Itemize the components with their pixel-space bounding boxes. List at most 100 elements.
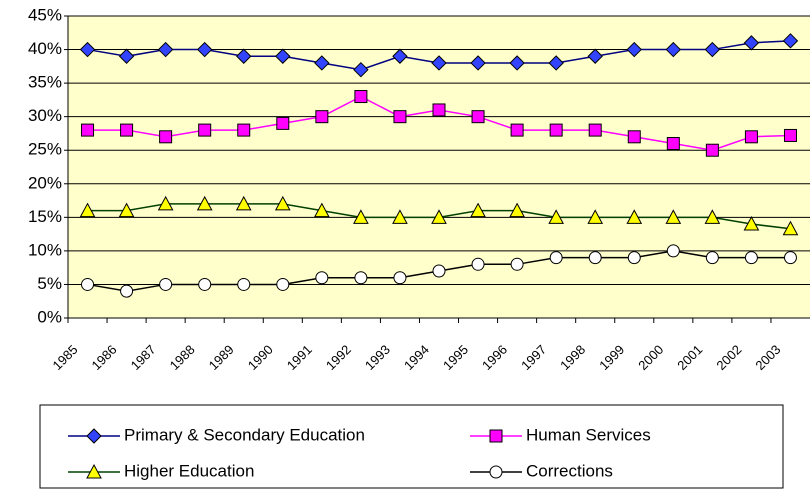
marker (510, 123, 524, 137)
series (81, 244, 797, 298)
marker (432, 264, 446, 278)
x-tick-label: 2002 (713, 342, 744, 373)
marker (470, 202, 486, 218)
marker (548, 55, 564, 71)
y-tick-label: 0% (37, 307, 62, 326)
marker (627, 130, 641, 144)
x-tick-label: 1987 (128, 342, 159, 373)
marker (431, 209, 447, 224)
marker (276, 116, 290, 130)
x-tick-label: 1986 (89, 342, 120, 373)
marker (235, 195, 252, 211)
marker (236, 48, 252, 64)
marker (196, 195, 213, 211)
marker (548, 209, 564, 224)
marker (314, 55, 330, 71)
x-tick-label: 1994 (401, 342, 432, 373)
marker (783, 128, 797, 142)
marker (275, 48, 291, 64)
series (79, 195, 799, 236)
marker (86, 463, 102, 479)
marker (665, 209, 682, 224)
marker (86, 428, 102, 444)
x-tick-label: 2000 (635, 342, 666, 373)
x-tick-label: 1996 (479, 342, 510, 373)
marker (489, 429, 503, 443)
marker (626, 41, 642, 58)
marker (744, 251, 758, 265)
x-tick-label: 1990 (245, 342, 276, 373)
marker (782, 220, 799, 236)
y-tick-label: 15% (28, 207, 62, 226)
marker (353, 61, 369, 78)
marker (315, 271, 329, 285)
marker (354, 271, 368, 285)
marker (79, 202, 96, 218)
marker (783, 251, 797, 265)
y-tick-label: 10% (28, 240, 62, 259)
x-tick-label: 1992 (323, 342, 354, 373)
series (81, 90, 797, 157)
series (79, 33, 799, 78)
marker (509, 202, 525, 218)
x-tick-label: 2003 (752, 342, 783, 373)
x-tick-label: 1991 (284, 342, 315, 373)
y-tick-label: 30% (28, 106, 62, 125)
marker (118, 48, 135, 64)
marker (393, 271, 407, 285)
marker (353, 209, 369, 224)
marker (509, 55, 525, 71)
marker (79, 41, 96, 58)
marker (510, 257, 524, 271)
marker (587, 209, 604, 224)
marker (549, 123, 563, 137)
marker (314, 202, 330, 218)
marker (354, 90, 368, 104)
marker (237, 277, 251, 291)
marker (743, 215, 760, 231)
x-tick-label: 1988 (167, 342, 198, 373)
marker (704, 209, 721, 224)
marker (159, 130, 173, 144)
marker (157, 195, 174, 211)
marker (666, 244, 680, 258)
x-tick-label: 1997 (518, 342, 549, 373)
marker (432, 103, 446, 117)
marker (470, 55, 486, 71)
marker (704, 41, 721, 58)
marker (627, 251, 641, 265)
marker (196, 41, 213, 58)
marker (744, 130, 758, 144)
marker (237, 123, 251, 137)
marker (588, 251, 602, 265)
marker (274, 195, 291, 211)
marker (705, 251, 719, 265)
marker (276, 277, 290, 291)
y-tick-label: 40% (28, 39, 62, 58)
marker (392, 48, 408, 64)
marker (782, 33, 799, 49)
marker (392, 209, 408, 224)
y-tick-label: 25% (28, 140, 62, 159)
marker (705, 143, 719, 157)
marker (626, 209, 643, 224)
marker (431, 55, 447, 71)
marker (81, 123, 95, 137)
marker (549, 251, 563, 265)
marker (118, 202, 135, 218)
marker (315, 110, 329, 124)
x-tick-label: 1998 (557, 342, 588, 373)
x-tick-label: 1989 (206, 342, 237, 373)
y-tick-label: 35% (28, 73, 62, 92)
marker (81, 277, 95, 291)
marker (666, 137, 680, 151)
legend-box (39, 404, 784, 489)
marker (471, 110, 485, 124)
marker (198, 277, 212, 291)
marker (471, 257, 485, 271)
marker (489, 465, 503, 479)
y-tick-label: 20% (28, 173, 62, 192)
marker (665, 41, 682, 58)
marker (587, 48, 603, 64)
